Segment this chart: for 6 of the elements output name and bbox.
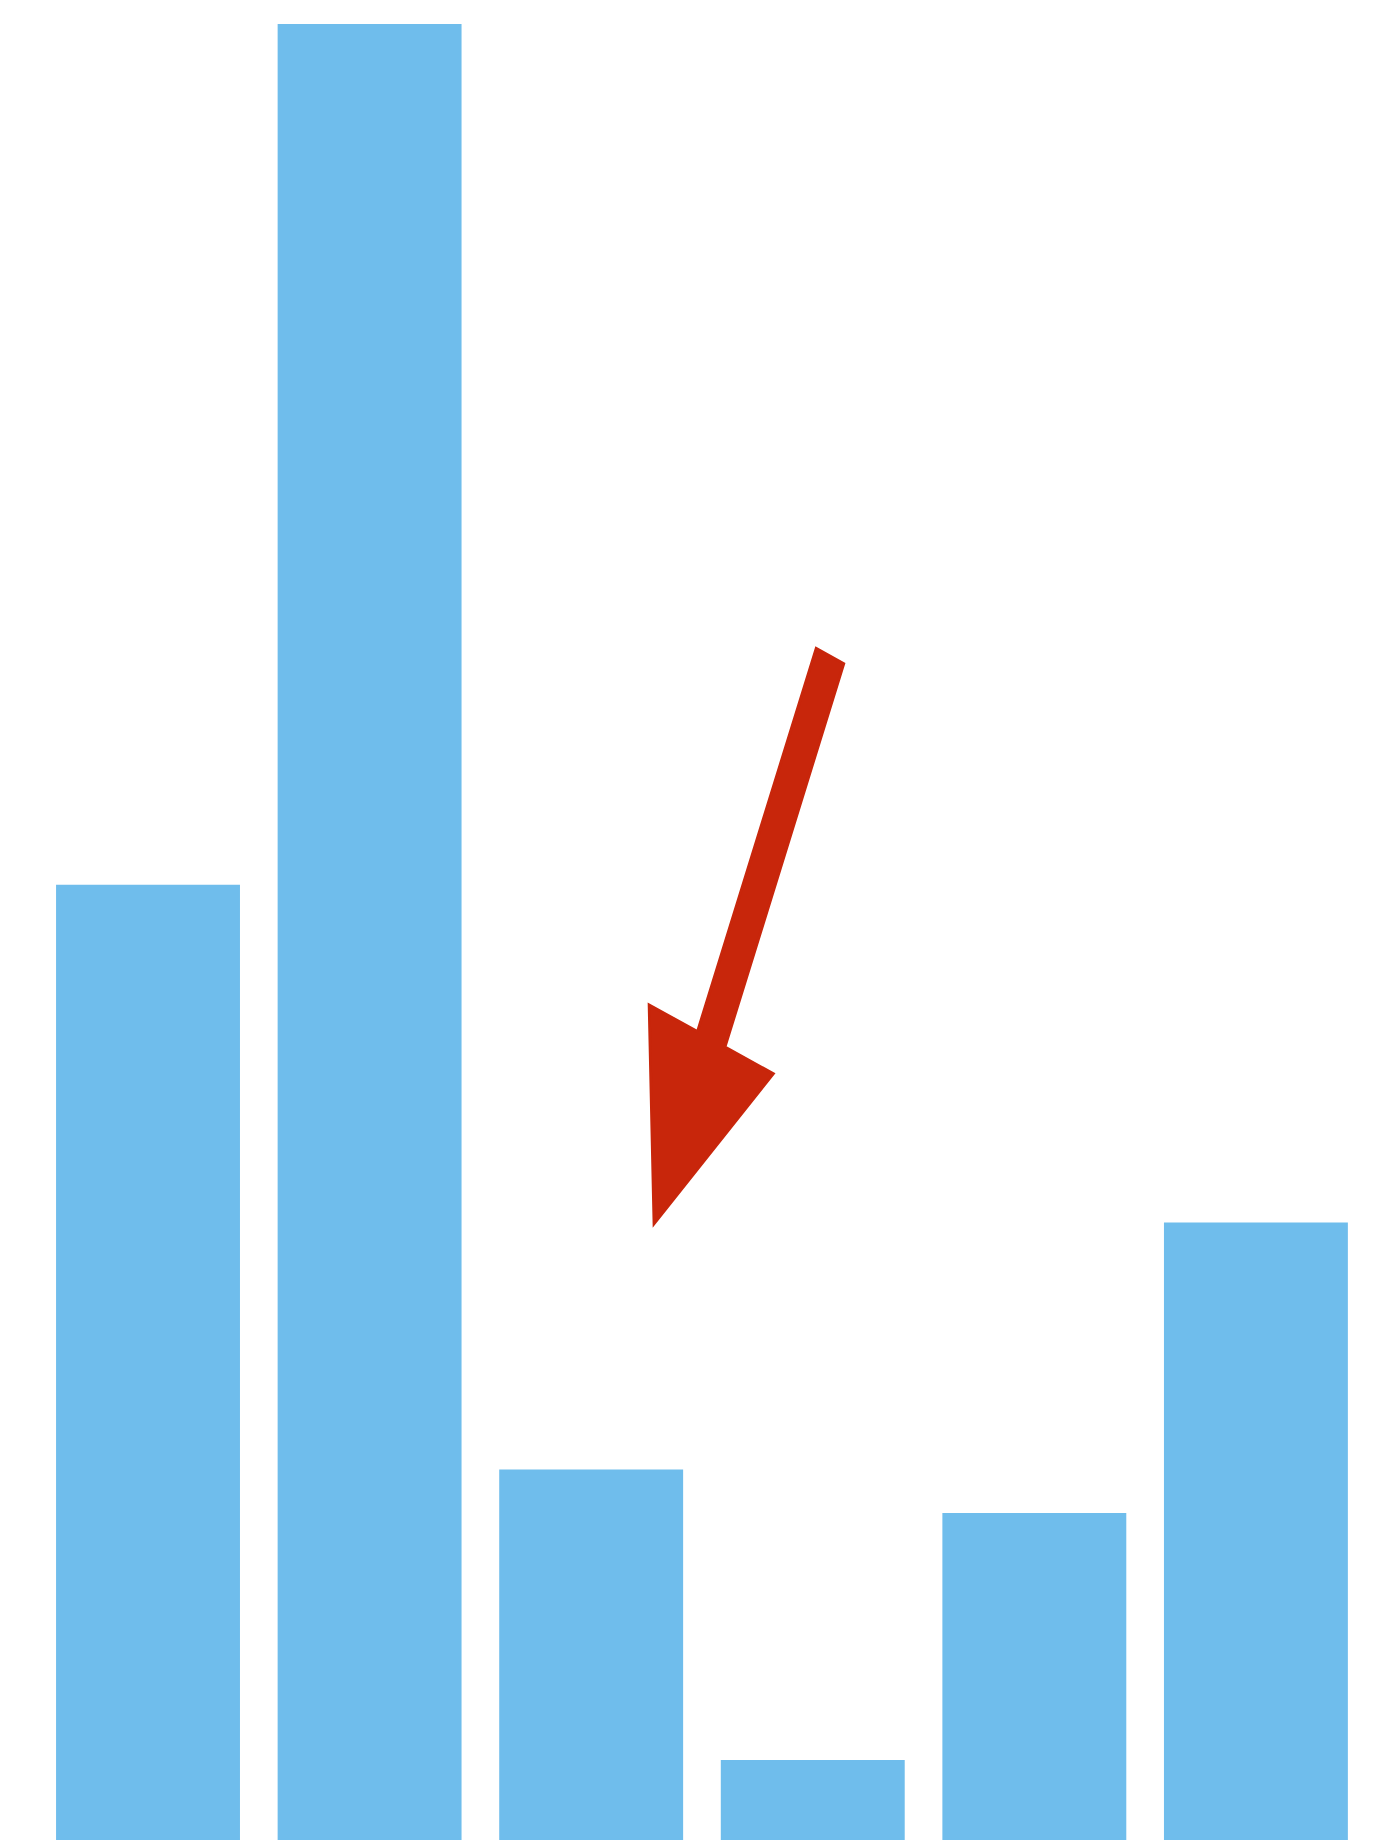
bar xyxy=(1163,1222,1348,1840)
bar xyxy=(720,1760,905,1840)
bar xyxy=(942,1513,1127,1840)
bar xyxy=(56,884,240,1840)
bar xyxy=(499,1469,684,1840)
bar xyxy=(277,24,462,1840)
